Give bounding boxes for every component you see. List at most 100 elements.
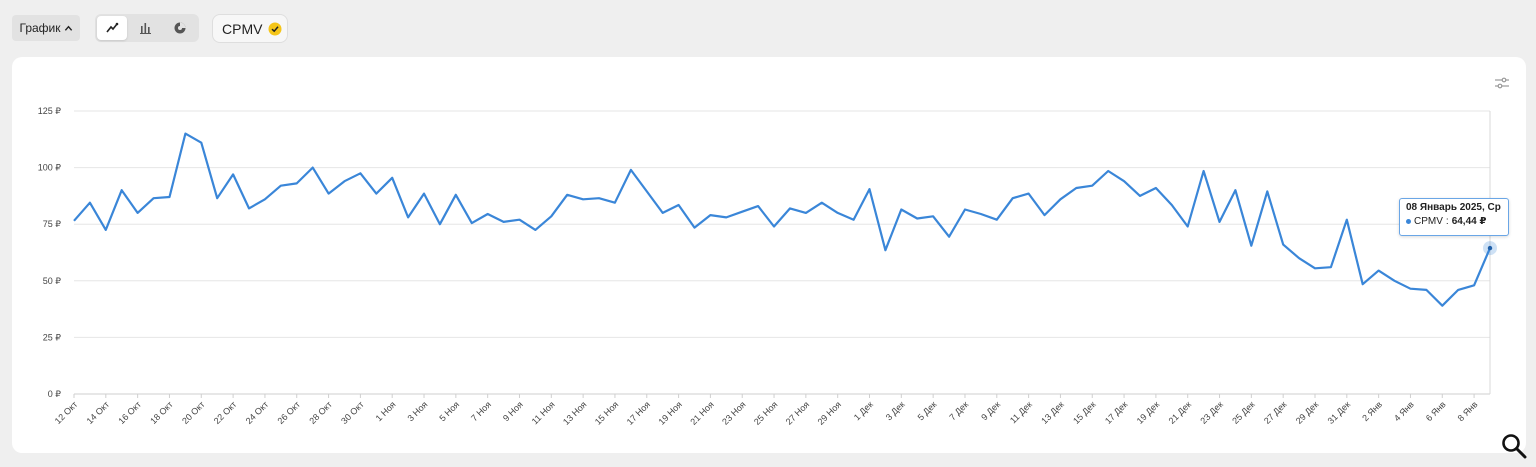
data-point[interactable] <box>628 167 634 173</box>
data-point[interactable] <box>1073 185 1079 191</box>
data-point[interactable] <box>389 175 395 181</box>
data-point[interactable] <box>1042 212 1048 218</box>
data-point[interactable] <box>660 210 666 216</box>
data-point[interactable] <box>994 217 1000 223</box>
data-point[interactable] <box>1344 217 1350 223</box>
data-point[interactable] <box>1217 219 1223 225</box>
data-point[interactable] <box>135 210 141 216</box>
data-point[interactable] <box>373 191 379 197</box>
data-point[interactable] <box>326 191 332 197</box>
bar-view-button[interactable] <box>131 16 161 40</box>
data-point[interactable] <box>1201 168 1207 174</box>
data-point[interactable] <box>310 165 316 171</box>
data-point[interactable] <box>1105 168 1111 174</box>
data-point[interactable] <box>278 183 284 189</box>
data-point[interactable] <box>978 211 984 217</box>
data-point[interactable] <box>1169 202 1175 208</box>
data-point[interactable] <box>341 178 347 184</box>
data-point[interactable] <box>246 205 252 211</box>
data-point[interactable] <box>453 192 459 198</box>
x-tick-label: 22 Окт <box>212 399 239 426</box>
data-point[interactable] <box>1328 264 1334 270</box>
data-point[interactable] <box>898 206 904 212</box>
line-view-button[interactable] <box>97 16 127 40</box>
data-point[interactable] <box>946 234 952 240</box>
data-point[interactable] <box>882 247 888 253</box>
data-point[interactable] <box>1089 183 1095 189</box>
data-point[interactable] <box>755 203 761 209</box>
data-point[interactable] <box>771 223 777 229</box>
data-point[interactable] <box>914 216 920 222</box>
data-point[interactable] <box>294 180 300 186</box>
data-point[interactable] <box>723 214 729 220</box>
data-point[interactable] <box>1487 245 1493 251</box>
data-point[interactable] <box>707 212 713 218</box>
data-point[interactable] <box>182 131 188 137</box>
data-point[interactable] <box>1137 193 1143 199</box>
data-point[interactable] <box>1280 242 1286 248</box>
data-point[interactable] <box>151 195 157 201</box>
data-point[interactable] <box>803 210 809 216</box>
data-point[interactable] <box>1264 188 1270 194</box>
data-point[interactable] <box>198 140 204 146</box>
data-point[interactable] <box>485 211 491 217</box>
data-point[interactable] <box>1392 278 1398 284</box>
data-point[interactable] <box>1026 191 1032 197</box>
data-point[interactable] <box>1360 281 1366 287</box>
data-point[interactable] <box>644 188 650 194</box>
data-point[interactable] <box>1121 178 1127 184</box>
data-point[interactable] <box>357 170 363 176</box>
sliders-icon[interactable] <box>1493 74 1511 92</box>
data-point[interactable] <box>71 218 77 224</box>
data-point[interactable] <box>262 196 268 202</box>
data-point[interactable] <box>1232 187 1238 193</box>
data-point[interactable] <box>516 217 522 223</box>
data-point[interactable] <box>612 200 618 206</box>
data-point[interactable] <box>819 200 825 206</box>
data-point[interactable] <box>230 171 236 177</box>
data-point[interactable] <box>1010 195 1016 201</box>
pie-view-button[interactable] <box>165 16 195 40</box>
data-point[interactable] <box>596 195 602 201</box>
data-point[interactable] <box>548 213 554 219</box>
data-point[interactable] <box>1248 243 1254 249</box>
data-point[interactable] <box>1153 185 1159 191</box>
x-tick-label: 7 Ноя <box>469 399 493 423</box>
search-icon[interactable] <box>1500 432 1528 460</box>
data-point[interactable] <box>835 210 841 216</box>
data-point[interactable] <box>437 221 443 227</box>
data-point[interactable] <box>930 213 936 219</box>
data-point[interactable] <box>1471 282 1477 288</box>
data-point[interactable] <box>501 219 507 225</box>
data-point[interactable] <box>405 214 411 220</box>
data-point[interactable] <box>119 187 125 193</box>
data-point[interactable] <box>1455 287 1461 293</box>
data-point[interactable] <box>421 191 427 197</box>
chart-type-dropdown[interactable]: График <box>12 15 80 41</box>
data-point[interactable] <box>787 205 793 211</box>
data-point[interactable] <box>867 186 873 192</box>
data-point[interactable] <box>469 220 475 226</box>
data-point[interactable] <box>1296 255 1302 261</box>
data-point[interactable] <box>564 192 570 198</box>
data-point[interactable] <box>1057 196 1063 202</box>
data-point[interactable] <box>1439 303 1445 309</box>
data-point[interactable] <box>214 195 220 201</box>
data-point[interactable] <box>1185 223 1191 229</box>
data-point[interactable] <box>1423 287 1429 293</box>
data-point[interactable] <box>676 202 682 208</box>
data-point[interactable] <box>87 200 93 206</box>
x-tick-label: 9 Дек <box>979 399 1002 422</box>
data-point[interactable] <box>691 225 697 231</box>
data-point[interactable] <box>532 227 538 233</box>
data-point[interactable] <box>962 206 968 212</box>
data-point[interactable] <box>739 209 745 215</box>
data-point[interactable] <box>1312 265 1318 271</box>
data-point[interactable] <box>1407 286 1413 292</box>
data-point[interactable] <box>103 227 109 233</box>
data-point[interactable] <box>851 217 857 223</box>
data-point[interactable] <box>580 196 586 202</box>
data-point[interactable] <box>166 194 172 200</box>
metric-chip-cpmv[interactable]: CPMV <box>212 14 288 43</box>
data-point[interactable] <box>1376 268 1382 274</box>
